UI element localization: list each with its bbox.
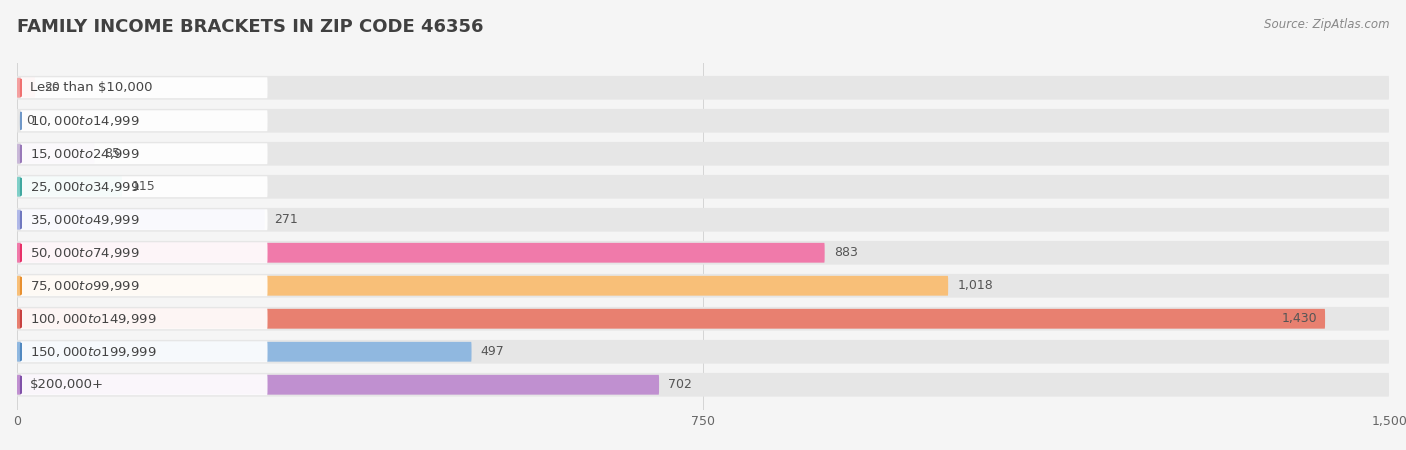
FancyBboxPatch shape (21, 209, 267, 230)
FancyBboxPatch shape (17, 177, 122, 197)
FancyBboxPatch shape (17, 340, 1389, 364)
FancyBboxPatch shape (17, 210, 264, 230)
FancyBboxPatch shape (17, 76, 1389, 99)
Text: $100,000 to $149,999: $100,000 to $149,999 (30, 312, 156, 326)
Text: Less than $10,000: Less than $10,000 (30, 81, 153, 94)
Text: $25,000 to $34,999: $25,000 to $34,999 (30, 180, 139, 194)
FancyBboxPatch shape (17, 375, 659, 395)
FancyBboxPatch shape (17, 276, 948, 296)
FancyBboxPatch shape (17, 241, 1389, 265)
FancyBboxPatch shape (17, 274, 1389, 297)
Text: $10,000 to $14,999: $10,000 to $14,999 (30, 114, 139, 128)
FancyBboxPatch shape (17, 307, 1389, 331)
FancyBboxPatch shape (17, 309, 1324, 328)
Text: 20: 20 (45, 81, 60, 94)
FancyBboxPatch shape (17, 342, 471, 362)
FancyBboxPatch shape (21, 176, 267, 197)
Text: $200,000+: $200,000+ (30, 378, 104, 391)
FancyBboxPatch shape (21, 110, 267, 131)
Text: $150,000 to $199,999: $150,000 to $199,999 (30, 345, 156, 359)
Text: 1,430: 1,430 (1282, 312, 1317, 325)
FancyBboxPatch shape (21, 308, 267, 329)
FancyBboxPatch shape (21, 374, 267, 395)
Text: 271: 271 (274, 213, 298, 226)
Text: 115: 115 (131, 180, 155, 193)
Text: $35,000 to $49,999: $35,000 to $49,999 (30, 213, 139, 227)
Text: 883: 883 (834, 246, 858, 259)
FancyBboxPatch shape (17, 373, 1389, 396)
FancyBboxPatch shape (21, 77, 267, 98)
Text: $75,000 to $99,999: $75,000 to $99,999 (30, 279, 139, 293)
FancyBboxPatch shape (17, 208, 1389, 232)
FancyBboxPatch shape (17, 144, 94, 164)
FancyBboxPatch shape (17, 175, 1389, 198)
FancyBboxPatch shape (17, 78, 35, 98)
Text: 0: 0 (27, 114, 34, 127)
Text: $15,000 to $24,999: $15,000 to $24,999 (30, 147, 139, 161)
Text: 702: 702 (668, 378, 692, 391)
FancyBboxPatch shape (21, 275, 267, 296)
FancyBboxPatch shape (21, 242, 267, 263)
Text: $50,000 to $74,999: $50,000 to $74,999 (30, 246, 139, 260)
FancyBboxPatch shape (17, 243, 825, 263)
Text: 497: 497 (481, 345, 505, 358)
Text: 1,018: 1,018 (957, 279, 993, 292)
FancyBboxPatch shape (21, 143, 267, 164)
Text: Source: ZipAtlas.com: Source: ZipAtlas.com (1264, 18, 1389, 31)
FancyBboxPatch shape (17, 109, 1389, 133)
Text: 85: 85 (104, 147, 120, 160)
FancyBboxPatch shape (17, 142, 1389, 166)
FancyBboxPatch shape (21, 341, 267, 362)
Text: FAMILY INCOME BRACKETS IN ZIP CODE 46356: FAMILY INCOME BRACKETS IN ZIP CODE 46356 (17, 18, 484, 36)
